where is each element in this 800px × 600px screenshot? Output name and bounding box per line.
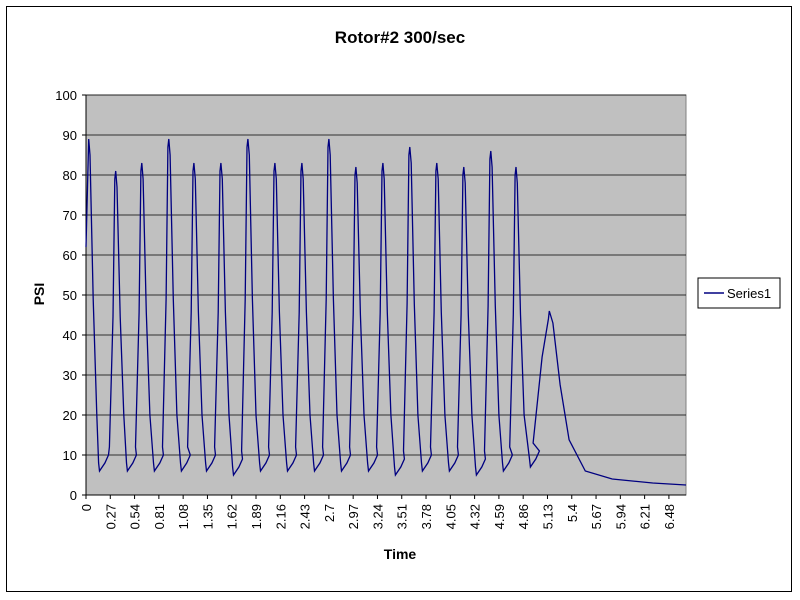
y-tick-label: 60 [63, 248, 77, 263]
x-tick-label: 5.4 [565, 504, 580, 522]
x-tick-label: 6.48 [662, 504, 677, 529]
y-tick-label: 30 [63, 368, 77, 383]
y-tick-label: 90 [63, 128, 77, 143]
x-tick-label: 0.81 [152, 504, 167, 529]
x-axis-title: Time [384, 546, 417, 562]
y-tick-label: 20 [63, 408, 77, 423]
x-tick-label: 4.32 [468, 504, 483, 529]
x-tick-label: 1.08 [176, 504, 191, 529]
chart-title: Rotor#2 300/sec [335, 28, 465, 47]
y-tick-label: 50 [63, 288, 77, 303]
x-tick-label: 0.54 [128, 504, 143, 529]
y-tick-label: 10 [63, 448, 77, 463]
y-tick-label: 0 [70, 488, 77, 503]
x-tick-label: 4.59 [492, 504, 507, 529]
x-tick-label: 4.86 [516, 504, 531, 529]
x-tick-label: 2.16 [273, 504, 288, 529]
x-tick-label: 2.97 [346, 504, 361, 529]
y-tick-label: 80 [63, 168, 77, 183]
x-tick-label: 2.7 [322, 504, 337, 522]
x-tick-label: 6.21 [638, 504, 653, 529]
x-tick-label: 5.94 [613, 504, 628, 529]
x-tick-label: 5.13 [540, 504, 555, 529]
x-tick-label: 0 [79, 504, 94, 511]
x-tick-label: 3.78 [419, 504, 434, 529]
x-tick-label: 5.67 [589, 504, 604, 529]
x-tick-label: 0.27 [103, 504, 118, 529]
x-tick-label: 3.51 [395, 504, 410, 529]
x-tick-label: 1.62 [225, 504, 240, 529]
x-tick-label: 2.43 [298, 504, 313, 529]
x-tick-label: 4.05 [443, 504, 458, 529]
y-tick-label: 70 [63, 208, 77, 223]
x-tick-label: 1.35 [200, 504, 215, 529]
series1-line [85, 138, 687, 486]
y-tick-label: 100 [55, 88, 77, 103]
y-tick-label: 40 [63, 328, 77, 343]
legend: Series1 [697, 277, 781, 309]
y-axis-title: PSI [31, 283, 47, 306]
x-tick-label: 1.89 [249, 504, 264, 529]
legend-label-series1: Series1 [727, 286, 771, 301]
x-tick-label: 3.24 [370, 504, 385, 529]
